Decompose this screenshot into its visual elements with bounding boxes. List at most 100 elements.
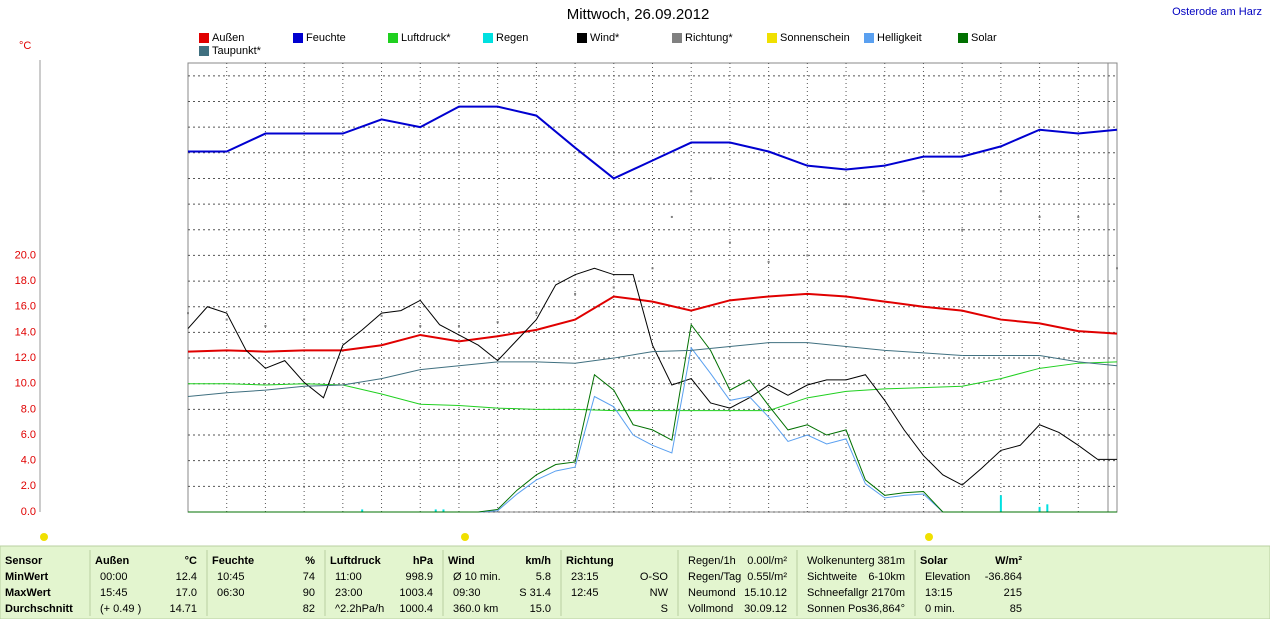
legend-label: Helligkeit — [877, 32, 922, 44]
table-header: Außen — [95, 555, 130, 567]
series-dot — [535, 312, 538, 315]
series-dot — [728, 241, 731, 244]
y-unit: °C — [19, 40, 31, 52]
series-dot — [1038, 215, 1041, 218]
table-cell: Neumond — [688, 587, 736, 599]
y-tick-label: 16.0 — [15, 301, 36, 313]
rain-bar — [999, 495, 1002, 512]
chart-title: Mittwoch, 26.09.2012 — [567, 6, 710, 23]
series-dot — [264, 324, 267, 327]
table-cell: -36,864° — [863, 603, 905, 615]
table-cell: 10:45 — [217, 571, 245, 583]
legend-label: Außen — [212, 32, 244, 44]
legend-swatch — [483, 33, 493, 43]
table-cell: Regen/Tag — [688, 571, 741, 583]
legend-label: Solar — [971, 32, 997, 44]
rain-bar — [434, 509, 437, 512]
table-cell: 0.00l/m² — [747, 555, 787, 567]
series-dot — [187, 312, 189, 315]
table-cell: 23:15 — [571, 571, 599, 583]
legend-swatch — [577, 33, 587, 43]
series-dot — [922, 190, 925, 193]
y-tick-label: 6.0 — [21, 429, 36, 441]
rain-bar — [361, 509, 364, 512]
y-tick-label: 18.0 — [15, 275, 36, 287]
table-header: °C — [185, 555, 197, 567]
series-dot — [767, 260, 770, 263]
series-dot — [303, 318, 306, 321]
table-cell: 6-10km — [868, 571, 905, 583]
table-cell: 23:00 — [335, 587, 363, 599]
table-cell: 00:00 — [100, 571, 128, 583]
table-cell: 1003.4 — [399, 587, 433, 599]
table-cell: Schneefallgr — [807, 587, 868, 599]
table-cell: 381m — [877, 555, 905, 567]
legend-swatch — [199, 33, 209, 43]
table-cell: 82 — [303, 603, 315, 615]
series-dot — [1116, 267, 1118, 270]
series-dot — [496, 321, 499, 324]
table-cell: Durchschnitt — [5, 603, 73, 615]
table-cell: O-SO — [640, 571, 669, 583]
table-cell: Sichtweite — [807, 571, 857, 583]
series-dot — [883, 203, 886, 206]
table-cell: Wolkenunterg — [807, 555, 875, 567]
table-cell: Sonnen Pos — [807, 603, 867, 615]
table-cell: MinWert — [5, 571, 49, 583]
table-cell: 85 — [1010, 603, 1022, 615]
table-cell: S 31.4 — [519, 587, 551, 599]
y-tick-label: 2.0 — [21, 480, 36, 492]
table-cell: MaxWert — [5, 587, 51, 599]
legend-label: Feuchte — [306, 32, 346, 44]
table-header: Luftdruck — [330, 555, 382, 567]
table-cell: 12.4 — [176, 571, 197, 583]
table-cell: ^2.2hPa/h — [335, 603, 384, 615]
table-cell: 215 — [1004, 587, 1022, 599]
table-cell: 15.0 — [530, 603, 551, 615]
series-dot — [612, 286, 615, 289]
series-dot — [999, 190, 1002, 193]
table-cell: Vollmond — [688, 603, 733, 615]
table-cell: Ø 10 min. — [453, 571, 501, 583]
table-cell: S — [661, 603, 668, 615]
series-dot — [961, 228, 964, 231]
table-cell: 2170m — [871, 587, 905, 599]
table-cell: 14.71 — [169, 603, 197, 615]
table-cell: 5.8 — [536, 571, 551, 583]
series-line — [187, 292, 1118, 353]
legend-swatch — [293, 33, 303, 43]
legend-label: Sonnenschein — [780, 32, 850, 44]
legend-swatch — [767, 33, 777, 43]
table-header: km/h — [525, 555, 551, 567]
table-header: hPa — [413, 555, 434, 567]
table-header: Wind — [448, 555, 475, 567]
table-header: Sensor — [5, 555, 43, 567]
table-cell: 11:00 — [335, 571, 362, 583]
table-cell: 15.10.12 — [744, 587, 787, 599]
table-cell: 13:15 — [925, 587, 953, 599]
y-tick-label: 4.0 — [21, 455, 36, 467]
series-dot — [709, 177, 712, 180]
table-cell: 06:30 — [217, 587, 245, 599]
series-dot — [806, 254, 809, 257]
legend-label: Richtung* — [685, 32, 733, 44]
table-header: W/m² — [995, 555, 1022, 567]
legend-swatch — [388, 33, 398, 43]
series-dot — [845, 203, 848, 206]
series-dot — [341, 318, 344, 321]
table-cell: NW — [650, 587, 669, 599]
series-line — [188, 323, 1117, 513]
table-header: Richtung — [566, 555, 614, 567]
y-tick-label: 14.0 — [15, 326, 36, 338]
table-cell: 09:30 — [453, 587, 481, 599]
series-line — [187, 342, 1118, 398]
table-cell: 90 — [303, 587, 315, 599]
series-dot — [574, 292, 577, 295]
series-dot — [457, 324, 460, 327]
table-cell: 17.0 — [176, 587, 197, 599]
y-tick-label: 8.0 — [21, 403, 36, 415]
table-header: Solar — [920, 555, 948, 567]
table-cell: 74 — [303, 571, 315, 583]
table-cell: 30.09.12 — [744, 603, 787, 615]
